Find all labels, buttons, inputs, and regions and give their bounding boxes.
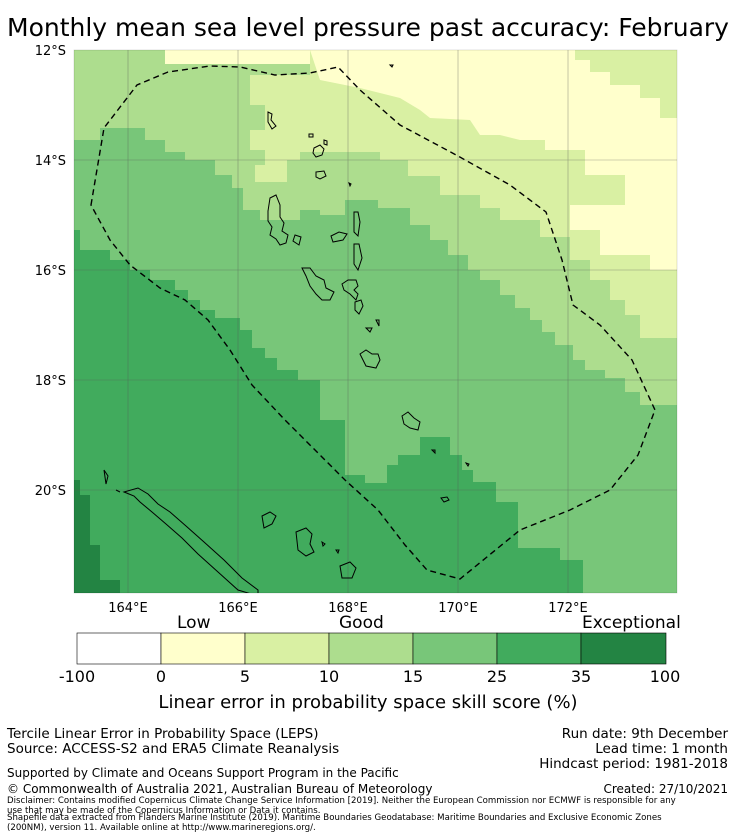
map-figure: 12°S 14°S 16°S 18°S 20°S 164°E 166°E 168…: [35, 44, 678, 665]
support-line: Supported by Climate and Oceans Support …: [7, 766, 399, 780]
zone-high: [74, 230, 583, 593]
lon-label: 164°E: [108, 601, 148, 616]
legend-category-low: Low: [177, 613, 211, 633]
colorbar-tick: 25: [486, 667, 508, 686]
colorbar-tick: 15: [402, 667, 424, 686]
skill-score-field: [74, 50, 677, 593]
shapefile-line: Shapefile data extracted from Flanders M…: [7, 813, 662, 823]
colorbar-swatch: [244, 632, 330, 665]
colorbar-swatch: [76, 632, 162, 665]
colorbar-title: Linear error in probability space skill …: [158, 692, 578, 713]
lat-label: 12°S: [35, 44, 66, 59]
colorbar-tick: -100: [58, 667, 96, 686]
disclaimer-line: use that may be made of the Copernicus I…: [7, 806, 321, 816]
lon-label: 166°E: [218, 601, 258, 616]
run-date: Run date: 9th December: [561, 726, 728, 742]
source-line: Source: ACCESS-S2 and ERA5 Climate Reana…: [7, 741, 340, 757]
island-outlines: [103, 64, 470, 593]
lat-label: 16°S: [35, 264, 66, 279]
lon-label: 170°E: [438, 601, 478, 616]
map-title: Monthly mean sea level pressure past acc…: [7, 13, 729, 42]
map-gridlines: [74, 50, 677, 593]
copyright-line: © Commonwealth of Australia 2021, Austra…: [7, 782, 433, 796]
colorbar-tick: 0: [155, 667, 167, 686]
zone-light-ne: [575, 50, 677, 118]
colorbar: [76, 632, 667, 665]
lat-label: 20°S: [35, 484, 66, 499]
colorbar-swatch: [328, 632, 414, 665]
colorbar-swatch: [580, 632, 667, 665]
colorbar-swatch: [412, 632, 498, 665]
shapefile-line: (200NM), version 11. Available online at…: [7, 823, 316, 833]
colorbar-tick: 10: [318, 667, 340, 686]
colorbar-tick: 100: [649, 667, 681, 686]
colorbar-tick: 5: [239, 667, 251, 686]
lead-time: Lead time: 1 month: [595, 741, 728, 757]
lon-label: 172°E: [548, 601, 588, 616]
colorbar-tick: 35: [570, 667, 592, 686]
lat-label: 14°S: [35, 154, 66, 169]
hindcast-period: Hindcast period: 1981-2018: [539, 756, 728, 772]
eez-boundary: [90, 65, 656, 580]
colorbar-swatch: [160, 632, 246, 665]
created-date: Created: 27/10/2021: [603, 782, 728, 796]
disclaimer-line: Disclaimer: Contains modified Copernicus…: [7, 796, 676, 806]
map-frame: [73, 49, 678, 594]
colorbar-swatch: [496, 632, 582, 665]
legend-category-exceptional: Exceptional: [582, 613, 681, 633]
method-line: Tercile Linear Error in Probability Spac…: [7, 726, 319, 742]
legend-category-good: Good: [339, 613, 384, 633]
lon-label: 168°E: [328, 601, 368, 616]
lat-label: 18°S: [35, 374, 66, 389]
zone-exceptional: [74, 480, 120, 593]
